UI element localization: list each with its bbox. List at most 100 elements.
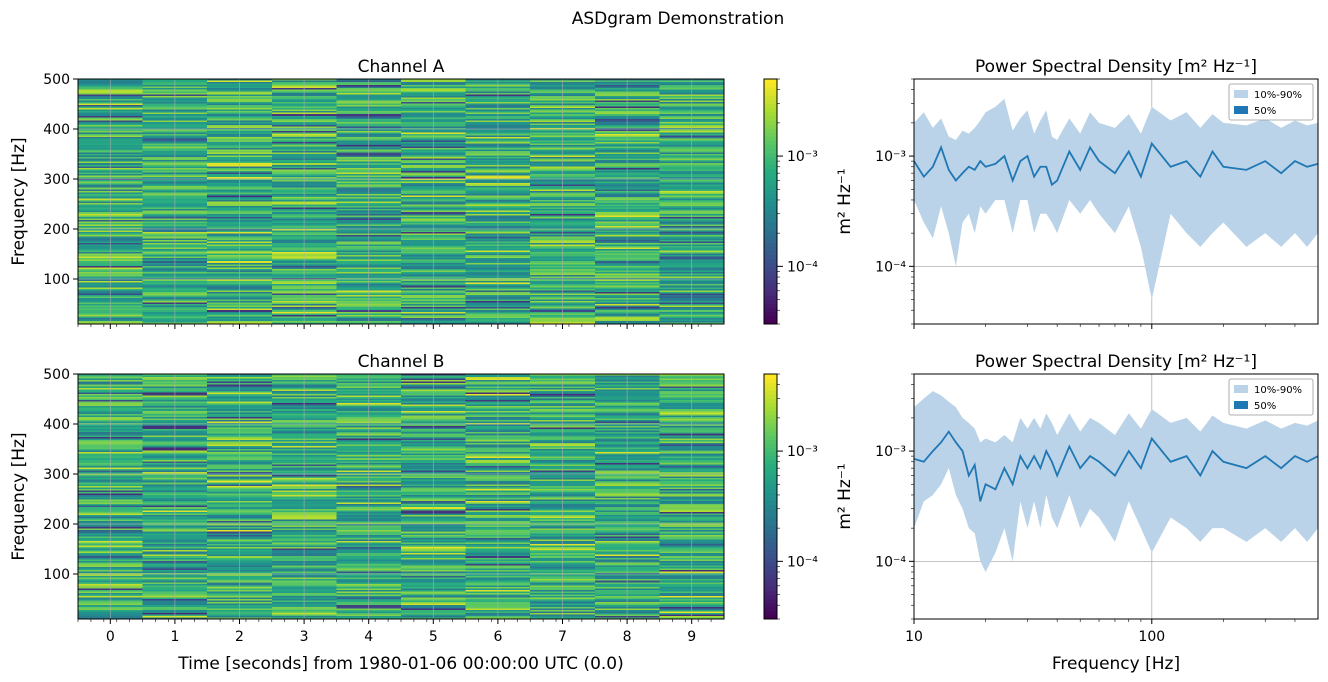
- legend-swatch-band: [1234, 385, 1248, 393]
- y-tick-label: 100: [43, 272, 70, 288]
- plot-title: Channel A: [358, 57, 445, 77]
- colorbar-step: [764, 439, 777, 444]
- colorbar-step: [764, 431, 777, 436]
- colorbar-step: [764, 418, 777, 424]
- colorbar-step: [764, 270, 777, 276]
- colorbar-step: [764, 545, 777, 551]
- psd-panel-1: 10⁻⁴ 10⁻³ Power Spectral Density [m² Hz⁻¹]…: [875, 57, 1319, 329]
- colorbar-step: [764, 91, 777, 96]
- x-tick-label: 5: [429, 629, 438, 645]
- colorbar-step: [764, 132, 777, 137]
- colorbar-step: [764, 136, 777, 141]
- colorbar-step: [764, 378, 777, 383]
- colorbar-step: [764, 185, 777, 190]
- colorbar-step: [764, 610, 777, 616]
- colorbar-step: [764, 382, 777, 387]
- colorbar-step: [764, 238, 777, 243]
- x-tick-label: 0: [106, 629, 115, 645]
- x-tick-label: 1: [170, 629, 179, 645]
- colorbar-step: [764, 99, 777, 104]
- colorbar-step: [764, 606, 777, 612]
- colorbar-step: [764, 95, 777, 100]
- colorbar-step: [764, 537, 777, 542]
- colorbar-step: [764, 172, 777, 178]
- y-tick-label: 10⁻³: [875, 149, 906, 165]
- colorbar-step: [764, 508, 777, 514]
- colorbar-step: [764, 533, 777, 538]
- colorbar-step: [764, 578, 777, 583]
- x-tick-label: 10: [905, 629, 923, 645]
- y-tick-label: 10⁻⁴: [875, 554, 906, 570]
- colorbar-step: [764, 283, 777, 288]
- colorbar-label: m² Hz⁻¹: [835, 463, 855, 529]
- colorbar-step: [764, 226, 777, 231]
- colorbar-step: [764, 250, 777, 256]
- x-tick-label: 8: [623, 629, 632, 645]
- colorbar-step: [764, 213, 777, 219]
- legend-frame: [1228, 378, 1314, 416]
- legend-label: 10%-90%: [1254, 385, 1302, 396]
- heatmap-panel-0: 100 200 300 400 500 Channel A Frequency [Hz] 10…: [9, 57, 855, 329]
- colorbar-step: [764, 553, 777, 559]
- colorbar-step: [764, 574, 777, 579]
- colorbar-step: [764, 119, 777, 125]
- legend-swatch-band: [1234, 90, 1248, 98]
- colorbar-tick-label: 10⁻³: [787, 149, 818, 165]
- y-tick-label: 500: [43, 72, 70, 88]
- colorbar-step: [764, 242, 777, 247]
- colorbar-step: [764, 197, 777, 202]
- colorbar-step: [764, 189, 777, 194]
- colorbar-step: [764, 594, 777, 600]
- colorbar-step: [764, 287, 777, 292]
- x-axis-label: Time [seconds] from 1980-01-06 00:00:00 …: [177, 654, 624, 674]
- plot-title: Channel B: [358, 352, 445, 372]
- colorbar-step: [764, 266, 777, 272]
- colorbar-step: [764, 480, 777, 485]
- colorbar-step: [764, 541, 777, 546]
- colorbar-step: [764, 128, 777, 133]
- x-tick-label: 3: [300, 629, 309, 645]
- colorbar-step: [764, 492, 777, 497]
- colorbar-step: [764, 414, 777, 420]
- colorbar-step: [764, 262, 777, 268]
- colorbar-step: [764, 152, 777, 158]
- y-tick-label: 400: [43, 417, 70, 433]
- x-tick-label: 4: [364, 629, 373, 645]
- colorbar-frame: [763, 373, 778, 620]
- colorbar-step: [764, 181, 777, 186]
- plot-title: Power Spectral Density [m² Hz⁻¹]: [975, 352, 1257, 372]
- y-axis-label: Frequency [Hz]: [9, 137, 29, 265]
- plot-title: Power Spectral Density [m² Hz⁻¹]: [975, 57, 1257, 77]
- colorbar-step: [764, 590, 777, 595]
- colorbar-frame: [763, 78, 778, 325]
- colorbar-step: [764, 423, 777, 428]
- psd-panel-3: 10⁻⁴ 10⁻³ 10 100 Power Spectral Density [m² …: [875, 352, 1319, 674]
- psd-plot-area: [914, 79, 1318, 324]
- colorbar-step: [764, 586, 777, 591]
- figure-title: ASDgram Demonstration: [572, 9, 784, 29]
- colorbar-step: [764, 504, 777, 510]
- legend: 10%-90% 50%: [1228, 378, 1314, 416]
- colorbar-step: [764, 111, 777, 117]
- colorbar-tick-label: 10⁻³: [787, 444, 818, 460]
- colorbar-step: [764, 467, 777, 473]
- colorbar-step: [764, 201, 777, 207]
- colorbar-step: [764, 472, 777, 477]
- colorbar-step: [764, 398, 777, 404]
- colorbar-step: [764, 103, 777, 109]
- colorbar-step: [764, 144, 777, 149]
- colorbar-step: [764, 246, 777, 251]
- colorbar-step: [764, 427, 777, 432]
- y-tick-label: 300: [43, 467, 70, 483]
- colorbar-step: [764, 561, 777, 567]
- colorbar-step: [764, 476, 777, 481]
- y-tick-label: 10⁻⁴: [875, 259, 906, 275]
- x-tick-label: 2: [235, 629, 244, 645]
- colorbar-step: [764, 209, 777, 215]
- legend-frame: [1228, 83, 1314, 121]
- colorbar: 10⁻⁴ 10⁻³ m² Hz⁻¹: [763, 78, 855, 325]
- colorbar-step: [764, 234, 777, 239]
- colorbar-step: [764, 459, 777, 465]
- colorbar-step: [764, 177, 777, 182]
